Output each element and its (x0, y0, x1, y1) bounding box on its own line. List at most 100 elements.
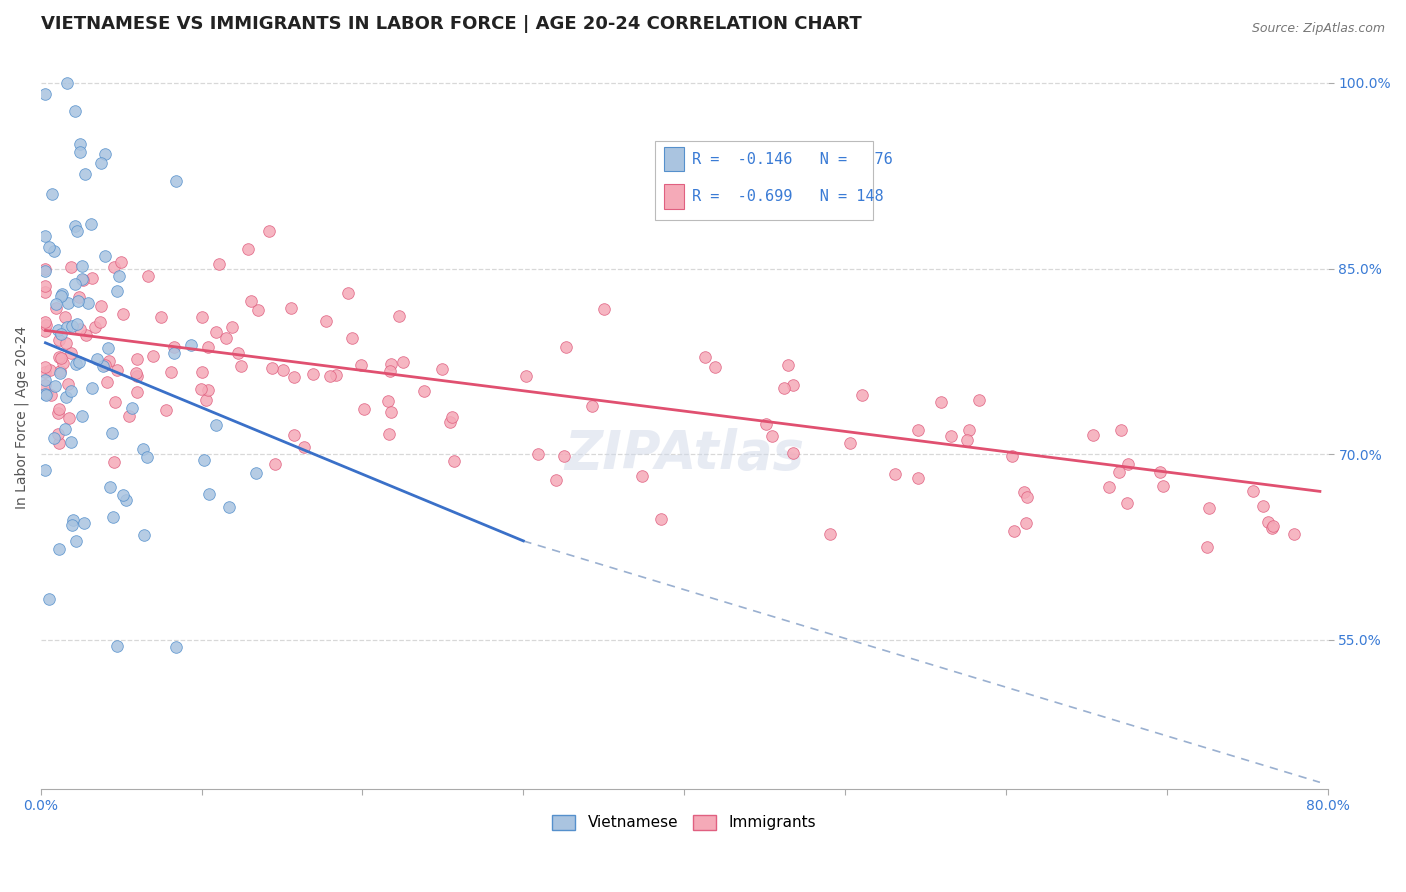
Legend: Vietnamese, Immigrants: Vietnamese, Immigrants (547, 809, 823, 837)
Point (838, 435, 860, 450)
Point (228, 346, 250, 360)
Point (315, 314, 337, 328)
Text: VIETNAMESE VS IMMIGRANTS IN LABOR FORCE | AGE 20-24 CORRELATION CHART: VIETNAMESE VS IMMIGRANTS IN LABOR FORCE … (41, 15, 862, 33)
Point (246, 302, 269, 317)
Point (378, 426, 401, 441)
Point (45, 301, 67, 316)
Point (34, 318, 56, 333)
Point (1241, 484, 1264, 499)
Point (1251, 499, 1274, 513)
Point (46, 323, 69, 337)
Point (55, 335, 77, 350)
Point (245, 467, 267, 481)
Point (107, 269, 129, 284)
Point (48, 333, 70, 347)
Point (41, 186, 63, 201)
Point (118, 409, 141, 424)
Point (240, 294, 263, 309)
Point (77, 296, 100, 310)
Point (127, 352, 149, 367)
Point (818, 526, 841, 541)
Point (91, 359, 114, 374)
Point (34, 359, 56, 374)
Point (48, 401, 70, 416)
Point (555, 340, 578, 354)
Point (63, 277, 86, 291)
Point (302, 367, 325, 381)
Point (51, 351, 73, 366)
Point (939, 429, 962, 443)
Point (72, 271, 94, 285)
Point (90, 299, 112, 313)
Text: R =  -0.699   N = 148: R = -0.699 N = 148 (692, 189, 884, 204)
Point (34, 285, 56, 299)
Point (141, 349, 163, 363)
Point (704, 360, 727, 375)
Point (101, 510, 124, 524)
Point (190, 382, 212, 396)
Point (121, 401, 143, 415)
Point (67, 294, 90, 309)
Point (53, 421, 76, 435)
Point (1257, 515, 1279, 529)
Point (292, 440, 315, 454)
Point (59, 384, 82, 399)
Point (221, 320, 243, 334)
Point (125, 368, 148, 383)
Point (1097, 480, 1119, 494)
Point (342, 331, 364, 345)
Point (191, 366, 214, 380)
Point (413, 384, 436, 399)
Point (34, 278, 56, 293)
Point (134, 527, 156, 541)
Point (112, 488, 135, 502)
Point (93, 358, 115, 372)
Point (135, 450, 157, 465)
Point (97, 342, 120, 356)
Point (82, 381, 104, 395)
Point (93, 146, 115, 161)
Point (1001, 450, 1024, 464)
Point (75, 328, 97, 343)
Point (58, 411, 80, 425)
Point (907, 470, 929, 484)
Point (38, 592, 60, 607)
Point (280, 301, 302, 315)
Point (283, 428, 305, 442)
Point (1015, 516, 1038, 530)
Text: ZIPAtlas: ZIPAtlas (564, 428, 804, 480)
Point (60, 346, 83, 360)
Point (194, 392, 217, 407)
Point (51, 289, 73, 303)
Point (515, 369, 537, 384)
Point (773, 381, 796, 395)
Point (353, 401, 375, 416)
Point (197, 383, 219, 397)
Point (89, 315, 111, 329)
Point (207, 257, 229, 271)
Point (957, 423, 980, 437)
Point (198, 487, 221, 501)
Point (592, 302, 614, 317)
Point (39, 388, 62, 402)
Point (138, 269, 160, 284)
Point (65, 534, 87, 549)
Point (132, 442, 155, 456)
Text: Source: ZipAtlas.com: Source: ZipAtlas.com (1251, 22, 1385, 36)
Point (69, 322, 91, 336)
Point (34, 366, 56, 380)
Point (65, 103, 87, 118)
Point (44, 379, 66, 393)
Point (380, 405, 402, 419)
Point (55, 390, 77, 404)
Point (160, 365, 183, 379)
Point (1109, 423, 1132, 437)
Point (553, 449, 575, 463)
Point (35, 388, 58, 402)
Point (52, 356, 75, 370)
Point (105, 284, 128, 298)
Point (37, 385, 59, 400)
Point (90, 156, 112, 170)
Point (257, 224, 280, 238)
Point (155, 403, 177, 417)
